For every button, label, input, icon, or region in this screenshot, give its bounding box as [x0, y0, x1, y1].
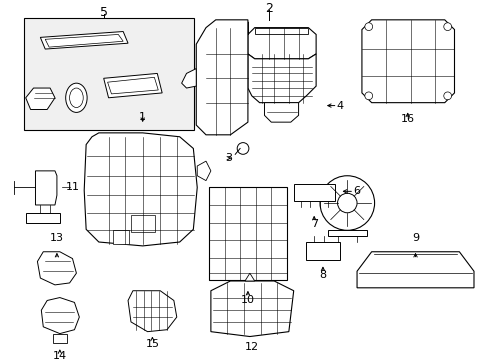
Polygon shape — [41, 298, 79, 334]
Polygon shape — [264, 103, 298, 122]
Circle shape — [364, 92, 372, 100]
Circle shape — [443, 92, 450, 100]
Ellipse shape — [65, 83, 87, 112]
Bar — [113, 230, 129, 244]
Polygon shape — [128, 291, 177, 332]
Polygon shape — [361, 20, 453, 103]
Text: 10: 10 — [241, 296, 254, 306]
Polygon shape — [36, 171, 57, 205]
Bar — [208, 188, 286, 280]
Polygon shape — [254, 28, 308, 35]
Circle shape — [364, 23, 372, 31]
Text: 9: 9 — [411, 233, 418, 243]
Circle shape — [337, 193, 356, 213]
Bar — [293, 184, 334, 201]
Text: 8: 8 — [319, 270, 326, 280]
Polygon shape — [196, 20, 247, 135]
Polygon shape — [84, 133, 197, 246]
Text: 12: 12 — [244, 342, 258, 352]
Polygon shape — [107, 77, 158, 94]
Text: 15: 15 — [145, 339, 159, 349]
Text: 6: 6 — [353, 186, 360, 196]
Polygon shape — [53, 334, 66, 343]
Polygon shape — [45, 35, 123, 47]
Text: 1: 1 — [139, 112, 146, 122]
Text: 5: 5 — [100, 5, 107, 18]
Polygon shape — [247, 22, 315, 59]
Polygon shape — [103, 73, 162, 98]
Polygon shape — [356, 252, 473, 288]
Text: 2: 2 — [265, 2, 273, 15]
Text: 4: 4 — [335, 100, 343, 111]
Polygon shape — [210, 281, 293, 337]
Bar — [24, 18, 194, 130]
Polygon shape — [26, 88, 55, 109]
Text: 13: 13 — [50, 233, 64, 243]
Bar — [131, 215, 155, 232]
Polygon shape — [26, 213, 60, 222]
Circle shape — [237, 143, 248, 154]
Text: 11: 11 — [65, 183, 80, 193]
Text: 7: 7 — [310, 220, 317, 229]
Ellipse shape — [69, 88, 83, 108]
Polygon shape — [41, 32, 128, 49]
Circle shape — [443, 23, 450, 31]
Polygon shape — [244, 273, 254, 281]
Polygon shape — [181, 68, 196, 88]
Circle shape — [319, 176, 374, 230]
Bar — [306, 242, 340, 260]
Polygon shape — [327, 230, 366, 236]
Text: 14: 14 — [53, 351, 67, 360]
Polygon shape — [247, 54, 315, 103]
Polygon shape — [197, 161, 210, 181]
Text: 16: 16 — [400, 114, 414, 124]
Polygon shape — [38, 252, 76, 285]
Text: 3: 3 — [224, 153, 231, 163]
